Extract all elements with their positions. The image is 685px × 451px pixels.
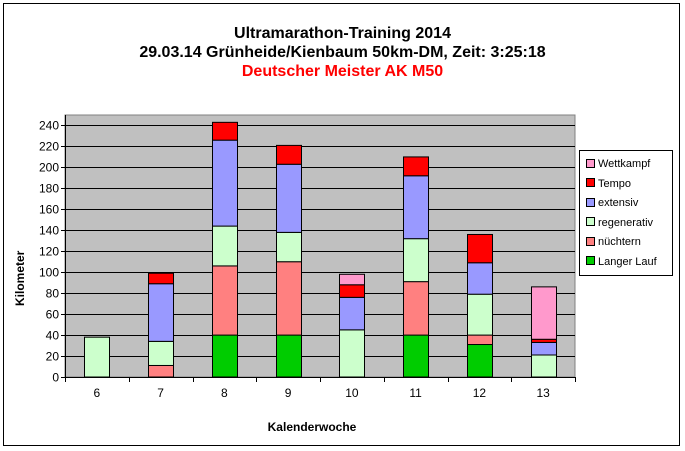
- y-tick-label: 220: [39, 140, 59, 154]
- y-tick-label: 20: [46, 350, 60, 364]
- bar-segment: [467, 262, 493, 295]
- bar-segment: [212, 121, 238, 141]
- bar-segment: [212, 225, 238, 267]
- legend-swatch: [586, 158, 595, 168]
- bar-segment: [276, 334, 302, 378]
- legend-item: extensiv: [586, 196, 638, 210]
- bar-segment: [148, 283, 174, 342]
- bar-segment: [403, 238, 429, 283]
- y-tick-label: 40: [46, 329, 60, 343]
- legend-swatch: [586, 256, 595, 266]
- y-tick-label: 120: [39, 245, 59, 259]
- legend-label: regenerativ: [598, 216, 654, 229]
- bar-segment: [276, 163, 302, 233]
- y-tick-label: 240: [39, 119, 59, 133]
- bar-segment: [467, 334, 493, 346]
- bar-segment: [531, 341, 557, 356]
- bar-segment: [148, 272, 174, 285]
- legend-swatch: [586, 236, 595, 246]
- legend-item: Tempo: [586, 177, 631, 191]
- y-tick-label: 0: [52, 371, 59, 385]
- legend-label: Tempo: [598, 177, 632, 190]
- bar-segment: [148, 340, 174, 366]
- chart-subtitle-highlight: Deutscher Meister AK M50: [241, 63, 444, 80]
- bar-segment: [403, 281, 429, 336]
- bar-segment: [467, 344, 493, 378]
- plot-area: [64, 114, 576, 378]
- bar-segment: [403, 334, 429, 378]
- legend-label: nüchtern: [598, 236, 641, 248]
- x-tick-label: 11: [409, 386, 422, 400]
- legend-swatch: [586, 197, 595, 207]
- bar-segment: [339, 273, 365, 286]
- chart-subtitle: 29.03.14 Grünheide/Kienbaum 50km-DM, Zei…: [139, 44, 546, 61]
- bar-segment: [276, 144, 302, 165]
- legend-item: Langer Lauf: [586, 255, 657, 269]
- bar-segment: [403, 175, 429, 240]
- y-tick-label: 80: [46, 287, 60, 301]
- x-axis-label: Kalenderwoche: [267, 420, 357, 434]
- x-tick-label: 9: [285, 386, 292, 400]
- y-tick-label: 160: [39, 203, 59, 217]
- bar-segment: [339, 329, 365, 378]
- y-axis-label: Kilometer: [10, 251, 30, 306]
- x-tick-label: 7: [157, 386, 164, 400]
- x-tick-label: 10: [345, 386, 359, 400]
- bar-segment: [339, 296, 365, 331]
- bar-segment: [467, 293, 493, 336]
- x-tick-label: 8: [221, 386, 228, 400]
- legend-item: Wettkampf: [586, 157, 650, 171]
- y-tick-label: 200: [39, 161, 59, 175]
- legend: Wettkampf Tempo extensiv regenerativ nüchter…: [579, 150, 673, 276]
- bar-segment: [467, 233, 493, 264]
- y-tick-label: 100: [39, 266, 59, 280]
- legend-swatch: [586, 178, 595, 188]
- bar-segment: [339, 284, 365, 298]
- y-tick-label: 180: [39, 182, 59, 196]
- legend-item: regenerativ: [586, 216, 653, 230]
- bar-segment: [403, 156, 429, 177]
- y-tick-label: 140: [39, 224, 59, 238]
- x-tick-label: 13: [536, 386, 550, 400]
- legend-label: extensiv: [598, 197, 639, 209]
- legend-label: Wettkampf: [598, 158, 651, 170]
- bar-segment: [212, 265, 238, 336]
- legend-item: nüchtern: [586, 235, 641, 249]
- bar-segment: [212, 139, 238, 227]
- x-tick-label: 6: [94, 386, 101, 400]
- chart-title: Ultramarathon-Training 2014: [234, 25, 451, 42]
- bar-segment: [531, 286, 557, 340]
- legend-label: Langer Lauf: [598, 255, 657, 268]
- bar-segment: [212, 334, 238, 378]
- x-tick-label: 12: [473, 386, 487, 400]
- bar-segment: [84, 336, 110, 378]
- bar-segment: [531, 354, 557, 378]
- bar-segment: [276, 231, 302, 263]
- bar-segment: [148, 364, 174, 378]
- y-tick-label: 60: [46, 308, 60, 322]
- bar-segment: [276, 261, 302, 336]
- legend-swatch: [586, 217, 595, 227]
